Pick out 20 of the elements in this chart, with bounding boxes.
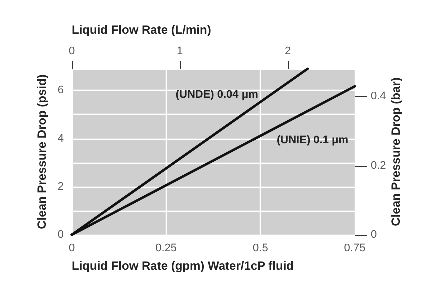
y2-tick-label: 0.2 [371,160,386,172]
x-tick-label: 0.75 [344,242,366,254]
y-tick-label: 4 [58,132,64,145]
x-tick-label: 0.25 [156,242,178,254]
y-axis-title: Clean Pressure Drop (psid) [35,74,49,230]
x2-axis-title: Liquid Flow Rate (L/min) [72,23,212,37]
y-tick-label: 2 [58,180,64,193]
y2-tick-label: 0.4 [371,90,386,103]
x2-tick-label: 2 [284,46,292,58]
x-tick-label: 0 [68,242,76,254]
x2-tick-label: 0 [68,46,76,58]
series-label: (UNDE) 0.04 μm [176,89,259,101]
x-tick-label: 0.5 [253,242,268,254]
x2-tick-label: 1 [176,46,184,58]
y-tick-label: 6 [58,84,64,97]
x-axis-title: Liquid Flow Rate (gpm) Water/1cP fluid [72,259,294,273]
series-label: (UNIE) 0.1 μm [277,134,349,147]
y-tick-label: 0 [58,229,64,241]
y2-axis-title: Clean Pressure Drop (bar) [389,78,403,226]
y2-tick-label: 0 [371,229,378,241]
